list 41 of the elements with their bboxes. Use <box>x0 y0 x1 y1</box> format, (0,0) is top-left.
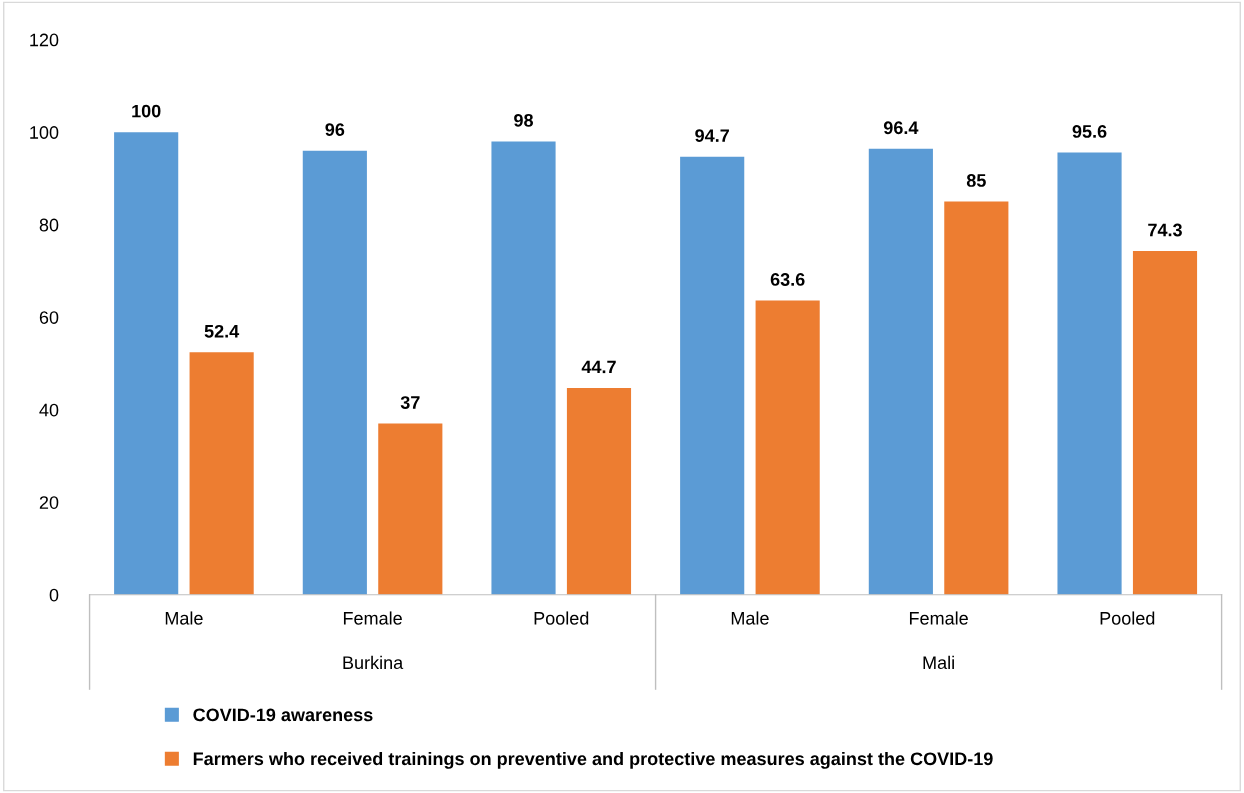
data-label: 95.6 <box>1072 125 1107 138</box>
text: Mali <box>923 655 954 670</box>
y-tick-label: 40 <box>39 403 59 417</box>
x-tick-label: Female <box>909 611 968 625</box>
legend-label: Farmers who received trainings on preventive and protective measures against the COVID-19 <box>193 751 993 769</box>
bar <box>680 156 745 595</box>
text: Burkina <box>343 655 404 670</box>
data-label: 100 <box>132 104 161 118</box>
y-tick-label: 80 <box>39 218 59 232</box>
bar <box>868 148 933 595</box>
legend-label: COVID-19 awareness <box>193 708 373 722</box>
data-label: 37 <box>400 396 420 409</box>
y-tick-label: 0 <box>49 588 59 602</box>
x-tick-label: Male <box>731 611 769 625</box>
bar <box>302 150 367 595</box>
data-label: 63.6 <box>770 273 805 286</box>
bar <box>114 132 179 595</box>
data-label: 94.7 <box>695 129 729 142</box>
bar <box>566 387 632 595</box>
x-tick-label: Pooled <box>1100 611 1155 625</box>
data-label: 96 <box>325 123 345 136</box>
data-label: 44.7 <box>581 360 616 374</box>
y-tick-label: 20 <box>39 496 59 509</box>
bar <box>1057 152 1122 595</box>
data-label: 96.4 <box>883 121 919 135</box>
y-tick-label: 100 <box>30 126 59 139</box>
bar <box>944 201 1009 595</box>
data-label: 52.4 <box>204 324 240 338</box>
y-tick-label: 60 <box>39 311 59 324</box>
bar <box>1132 251 1198 595</box>
bar <box>189 352 254 595</box>
x-tick-label: Female <box>343 611 402 625</box>
data-label: 85 <box>966 174 986 187</box>
bar <box>491 141 556 595</box>
data-label: 74.3 <box>1148 223 1182 237</box>
y-tick-label: 120 <box>30 33 59 47</box>
bar <box>755 300 820 595</box>
bar <box>378 423 443 595</box>
x-tick-label: Pooled <box>534 611 589 625</box>
data-label: 98 <box>514 113 534 127</box>
x-tick-label: Male <box>165 611 203 625</box>
